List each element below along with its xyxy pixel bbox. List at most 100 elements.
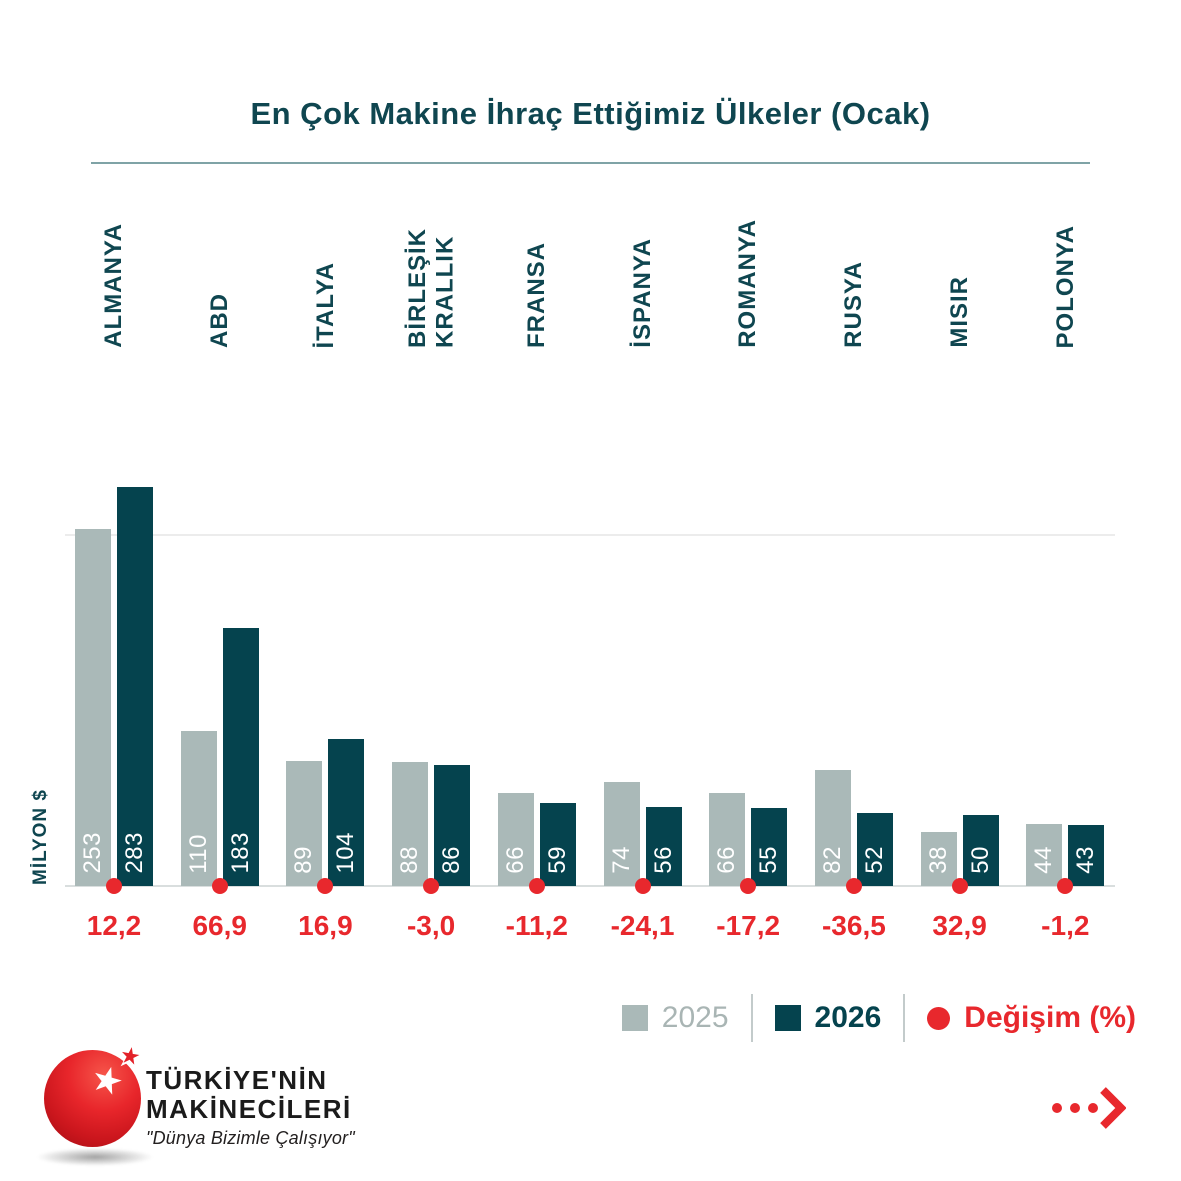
bar-2026: 52 — [856, 813, 893, 886]
country-label: ROMANYA — [734, 219, 762, 348]
change-value: 32,9 — [932, 910, 987, 941]
bar-value-2026: 104 — [332, 832, 360, 874]
bar-group: ROMANYA 66 55 -17,2 — [709, 0, 788, 941]
change-value: 16,9 — [298, 910, 353, 941]
legend-divider — [903, 994, 906, 1042]
bar-2026: 104 — [328, 739, 365, 886]
country-label: MISIR — [945, 276, 973, 348]
bar-2026: 283 — [117, 487, 153, 886]
change-dot-icon — [1057, 878, 1074, 894]
gridline — [65, 534, 1115, 536]
logo-text: TÜRKİYE'NİN MAKİNECİLERİ "Dünya Bizimle … — [146, 1065, 355, 1149]
bar-value-2025: 82 — [818, 846, 846, 874]
bar-value-2025: 38 — [924, 846, 952, 874]
legend-label-change: Değişim (%) — [964, 1001, 1136, 1034]
logo-line2: MAKİNECİLERİ — [146, 1094, 352, 1125]
y-axis-label: MİLYON $ — [30, 789, 51, 885]
bar-value-2026: 59 — [543, 846, 571, 874]
change-dot-icon — [845, 878, 862, 894]
change-value: -36,5 — [821, 910, 886, 941]
bar-value-2025: 89 — [290, 846, 318, 874]
legend-divider — [750, 994, 753, 1042]
bar-2025: 44 — [1026, 824, 1063, 886]
bar-2025: 253 — [75, 529, 111, 886]
country-label: İTALYA — [311, 261, 339, 348]
change-dot-icon — [951, 878, 968, 894]
bar-2026: 55 — [751, 808, 788, 886]
change-value: 66,9 — [192, 910, 247, 941]
bar-value-2026: 43 — [1072, 846, 1100, 874]
more-arrow-icon[interactable] — [1048, 1086, 1126, 1130]
bar-group: BİRLEŞİK KRALLIK 88 86 -3,0 — [392, 0, 471, 941]
page-title: En Çok Makine İhraç Ettiğimiz Ülkeler (O… — [250, 96, 931, 131]
x-axis-baseline — [65, 885, 1115, 887]
change-value: -17,2 — [716, 910, 781, 941]
bar-value-2026: 52 — [860, 846, 888, 874]
bar-value-2025: 88 — [396, 846, 424, 874]
country-label: İSPANYA — [628, 238, 656, 348]
change-dot-icon — [106, 878, 122, 894]
country-label: FRANSA — [523, 242, 550, 348]
legend-change-dot-icon — [927, 1006, 951, 1030]
bar-value-2025: 110 — [184, 834, 212, 874]
bar-value-2026: 50 — [966, 846, 994, 874]
bar-group: RUSYA 82 52 -36,5 — [814, 0, 893, 941]
bar-group: İTALYA 89 104 16,9 — [286, 0, 365, 941]
bar-2025: 88 — [392, 762, 429, 886]
logo-tagline: "Dünya Bizimle Çalışıyor" — [146, 1128, 355, 1149]
bar-2025: 82 — [814, 770, 851, 886]
bar-group: İSPANYA 74 56 -24,1 — [603, 0, 682, 941]
bar-2026: 183 — [222, 628, 259, 886]
bar-value-2025: 66 — [713, 846, 741, 874]
bar-group: MISIR 38 50 32,9 — [920, 0, 999, 941]
bar-2025: 66 — [709, 793, 746, 886]
bar-value-2025: 44 — [1030, 846, 1058, 874]
bar-value-2025: 74 — [607, 846, 635, 874]
change-dot-icon — [740, 878, 757, 894]
bar-group: ALMANYA 253 283 12,2 — [75, 0, 153, 941]
country-label: RUSYA — [840, 261, 868, 348]
bar-value-2025: 66 — [501, 846, 529, 874]
bar-group: FRANSA 66 59 -11,2 — [497, 0, 576, 941]
bar-2026: 50 — [962, 815, 999, 886]
logo-shadow — [36, 1148, 154, 1166]
chart-legend: 2025 2026 Değişim (%) — [621, 994, 1136, 1042]
country-label: POLONYA — [1051, 224, 1079, 348]
bar-2025: 66 — [497, 793, 534, 886]
logo-sphere — [44, 1050, 141, 1147]
change-value: 12,2 — [86, 910, 142, 941]
bar-value-2025: 253 — [79, 832, 106, 874]
bar-value-2026: 86 — [438, 846, 466, 874]
change-dot-icon — [528, 878, 545, 894]
change-dot-icon — [317, 878, 334, 894]
change-dot-icon — [423, 878, 440, 894]
bar-2026: 86 — [434, 765, 471, 886]
bar-2026: 56 — [645, 807, 682, 886]
plot-area: ALMANYA 253 283 12,2 ABD 110 183 66,9 İTALYA 89 10… — [75, 0, 1106, 941]
bar-group: POLONYA 44 43 -1,2 — [1026, 0, 1105, 941]
legend-label-2025: 2025 — [661, 1001, 729, 1034]
bar-value-2026: 56 — [649, 846, 677, 874]
bar-2025: 89 — [286, 761, 323, 886]
title-divider — [91, 162, 1090, 164]
change-value: -1,2 — [1041, 910, 1090, 941]
country-label: BİRLEŞİK KRALLIK — [403, 227, 459, 348]
country-label: ABD — [205, 293, 233, 348]
bar-2025: 38 — [920, 832, 957, 886]
bar-2025: 110 — [180, 731, 217, 886]
change-dot-icon — [211, 878, 228, 894]
bar-2025: 74 — [603, 782, 640, 886]
bar-value-2026: 283 — [121, 832, 148, 874]
change-value: -11,2 — [505, 910, 568, 941]
bar-2026: 59 — [539, 803, 576, 886]
change-dot-icon — [634, 878, 651, 894]
bar-group: ABD 110 183 66,9 — [180, 0, 259, 941]
legend-swatch-2026 — [774, 1005, 801, 1031]
legend-label-2026: 2026 — [814, 1001, 882, 1034]
logo-line1: TÜRKİYE'NİN — [146, 1065, 328, 1095]
bar-value-2026: 55 — [755, 846, 783, 874]
country-label: ALMANYA — [100, 223, 128, 348]
legend-swatch-2025 — [621, 1005, 648, 1031]
bar-2026: 43 — [1068, 825, 1105, 886]
